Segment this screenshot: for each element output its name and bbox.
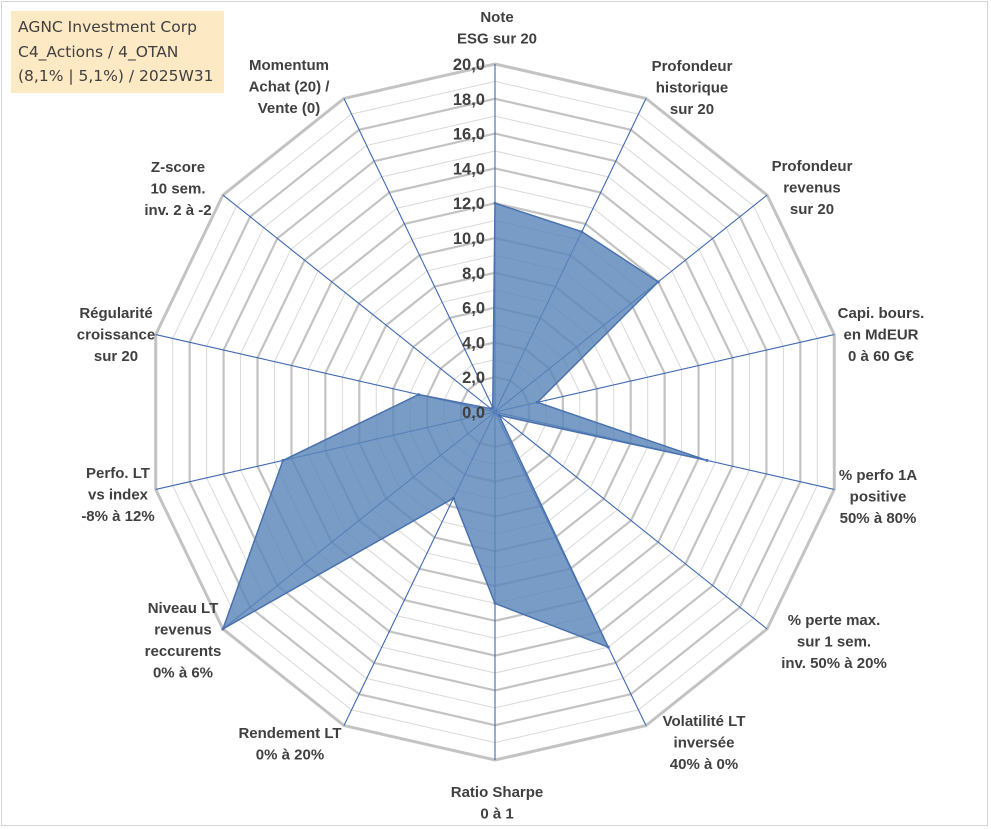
data-point: [705, 458, 709, 462]
axis-label: Z-score 10 sem. inv. 2 à -2: [144, 159, 211, 219]
axis-label-line: inv. 50% à 20%: [781, 655, 887, 672]
axis-label-line: 10 sem.: [150, 181, 205, 198]
data-point: [491, 405, 495, 409]
data-point: [221, 627, 225, 631]
tick-label: 0,0: [462, 404, 485, 422]
series-layer: [221, 201, 709, 649]
data-point: [580, 230, 584, 234]
axis-label: Perfo. LT vs index -8% à 12%: [81, 465, 154, 525]
axis-label: Momentum Achat (20) / Vente (0): [249, 57, 331, 117]
data-point: [656, 280, 660, 284]
axis-label: Niveau LT revenus reccurents 0% à 6%: [145, 600, 222, 682]
axis-label: Ratio Sharpe 0 à 1: [451, 784, 544, 823]
axis-label-line: positive: [850, 489, 907, 506]
axis-label-line: croissance: [77, 327, 155, 344]
data-point: [493, 601, 497, 605]
axis-label-line: revenus: [154, 622, 212, 639]
axis-spoke: [222, 194, 496, 413]
axis-label-line: inv. 2 à -2: [144, 202, 211, 219]
tick-label: 2,0: [462, 369, 485, 387]
axis-label-line: revenus: [783, 180, 841, 197]
label-layer: Note ESG sur 20 Profondeur historique sur 20…: [77, 9, 925, 823]
axis-label-line: Ratio Sharpe: [451, 784, 544, 801]
axis-label: Régularité croissance sur 20: [77, 305, 155, 365]
data-point: [417, 393, 421, 397]
tick-label: 6,0: [462, 300, 485, 318]
axis-spoke: [494, 411, 768, 630]
axis-label-line: sur 20: [670, 101, 714, 118]
axis-label-line: Profondeur: [652, 58, 733, 75]
axis-label-line: reccurents: [145, 643, 222, 660]
data-point: [535, 400, 539, 404]
axis-label-line: en MdEUR: [844, 327, 919, 344]
axis-label: Capi. bours. en MdEUR 0 à 60 G€: [838, 305, 925, 365]
axis-label-line: Profondeur: [772, 158, 853, 175]
axis-label-line: Volatilité LT: [663, 713, 746, 730]
axis-label-line: 0 à 1: [480, 806, 513, 823]
axis-label-line: 40% à 0%: [670, 756, 738, 773]
title-line-company: AGNC Investment Corp: [18, 18, 197, 36]
tick-label: 8,0: [462, 265, 485, 283]
axis-label-line: 50% à 80%: [840, 510, 917, 527]
axis-label-line: 0% à 20%: [256, 747, 324, 764]
axis-label: Profondeur revenus sur 20: [772, 158, 853, 218]
tick-label: 12,0: [453, 195, 485, 213]
axis-label-line: Régularité: [79, 305, 152, 322]
axis-label-line: sur 20: [94, 348, 138, 365]
axis-label-line: Rendement LT: [238, 725, 341, 742]
axis-label: Note ESG sur 20: [457, 9, 537, 48]
axis-label-line: sur 1 sem.: [797, 634, 871, 651]
tick-label: 4,0: [462, 334, 485, 352]
axis-label: % perfo 1A positive 50% à 80%: [839, 467, 918, 527]
axis-label-line: historique: [656, 80, 729, 97]
axis-spoke: [343, 98, 496, 413]
axis-label-line: Vente (0): [258, 100, 321, 117]
axis-label: % perte max. sur 1 sem. inv. 50% à 20%: [781, 612, 887, 672]
tick-label: 14,0: [453, 160, 485, 178]
axis-label-line: 0 à 60 G€: [848, 348, 915, 365]
axis-label-line: vs index: [88, 487, 149, 504]
axis-label-line: % perfo 1A: [839, 467, 918, 484]
axis-label-line: Perfo. LT: [86, 465, 150, 482]
tick-label: 18,0: [453, 91, 485, 109]
axis-label-line: inversée: [674, 735, 735, 752]
title-line-stats: (8,1% | 5,1%) / 2025W31: [18, 67, 214, 85]
axis-label-line: % perte max.: [788, 612, 881, 629]
axis-label-line: sur 20: [790, 201, 834, 218]
axis-label-line: Z-score: [151, 159, 205, 176]
axis-label-line: Note: [480, 9, 513, 26]
data-point: [281, 458, 285, 462]
axis-spoke: [494, 334, 835, 413]
data-point: [497, 413, 501, 417]
axis-label: Rendement LT 0% à 20%: [238, 725, 341, 764]
axis-label-line: 0% à 6%: [153, 665, 213, 682]
tick-label: 16,0: [453, 126, 485, 144]
axis-label-line: -8% à 12%: [81, 508, 154, 525]
axis-label-line: ESG sur 20: [457, 31, 537, 48]
tick-layer: 0,0 2,0 4,0 6,0 8,0 10,0 12,0 14,0 16,0 18,0 20,0: [453, 56, 485, 422]
axis-label-line: Capi. bours.: [838, 305, 925, 322]
axis-label-line: Momentum: [249, 57, 329, 74]
data-point: [451, 496, 455, 500]
title-line-category: C4_Actions / 4_OTAN: [18, 42, 179, 61]
title-box: AGNC Investment Corp C4_Actions / 4_OTAN…: [11, 11, 224, 93]
tick-label: 10,0: [453, 230, 485, 248]
data-point: [493, 201, 497, 205]
tick-label: 20,0: [453, 56, 485, 74]
axis-label-line: Achat (20) /: [249, 79, 331, 96]
axis-label: Volatilité LT inversée 40% à 0%: [663, 713, 746, 773]
data-point: [606, 645, 610, 649]
axis-label-line: Niveau LT: [148, 600, 219, 617]
axis-label: Profondeur historique sur 20: [652, 58, 733, 118]
